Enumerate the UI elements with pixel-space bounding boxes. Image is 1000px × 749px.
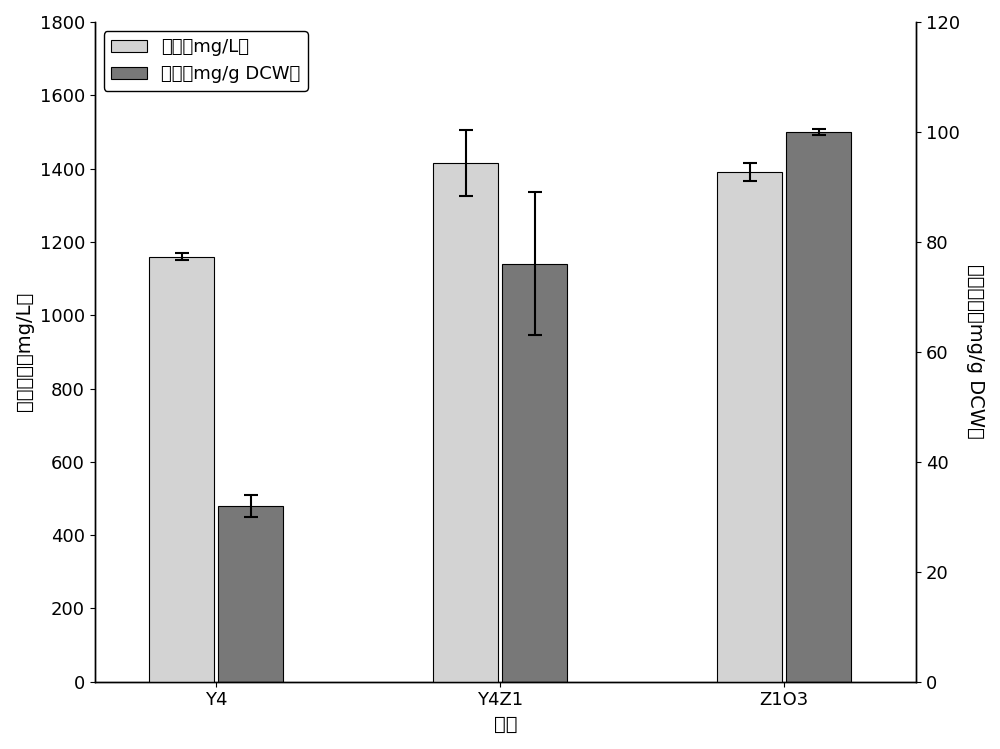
Bar [218,506,283,682]
Bar [502,264,567,682]
Bar [433,163,498,682]
X-axis label: 菌株: 菌株 [494,715,517,734]
Legend: 胞内（mg/L）, 胞内（mg/g DCW）: 胞内（mg/L）, 胞内（mg/g DCW） [104,31,308,91]
Bar [717,172,782,682]
Bar [149,257,214,682]
Y-axis label: 胞内含量（mg/g DCW）: 胞内含量（mg/g DCW） [966,264,985,439]
Y-axis label: 胞内含量（mg/L）: 胞内含量（mg/L） [15,292,34,411]
Bar [786,132,851,682]
